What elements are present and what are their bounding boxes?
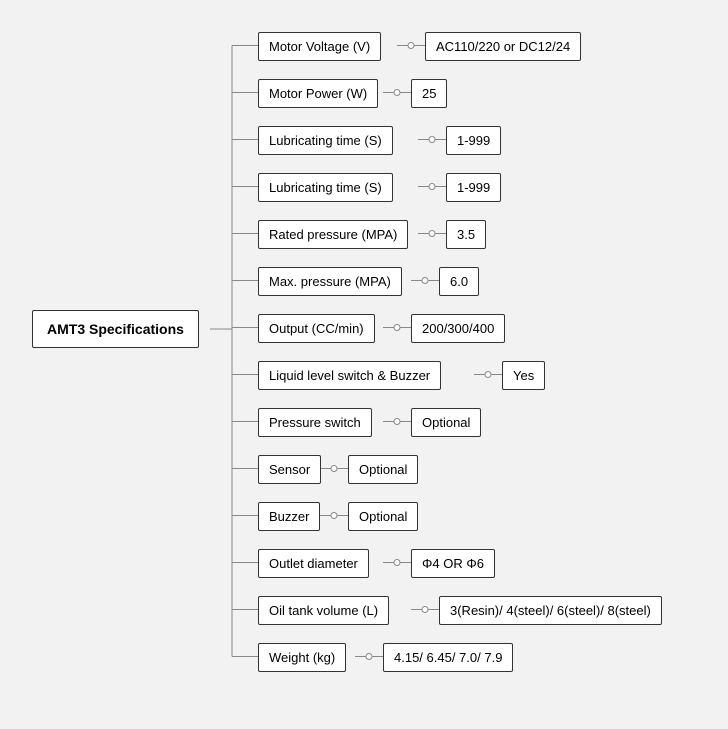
spec-value-4: 3.5 <box>446 220 486 249</box>
spec-label-13: Weight (kg) <box>258 643 346 672</box>
spec-label-6: Output (CC/min) <box>258 314 375 343</box>
spec-value-7: Yes <box>502 361 545 390</box>
spec-value-13: 4.15/ 6.45/ 7.0/ 7.9 <box>383 643 513 672</box>
spec-value-12: 3(Resin)/ 4(steel)/ 6(steel)/ 8(steel) <box>439 596 662 625</box>
spec-label-4: Rated pressure (MPA) <box>258 220 408 249</box>
spec-label-12: Oil tank volume (L) <box>258 596 389 625</box>
spec-label-9: Sensor <box>258 455 321 484</box>
spec-value-3: 1-999 <box>446 173 501 202</box>
spec-value-0: AC110/220 or DC12/24 <box>425 32 581 61</box>
spec-value-8: Optional <box>411 408 481 437</box>
root-node: AMT3 Specifications <box>32 310 199 348</box>
spec-value-5: 6.0 <box>439 267 479 296</box>
spec-label-8: Pressure switch <box>258 408 372 437</box>
spec-label-3: Lubricating time (S) <box>258 173 393 202</box>
spec-label-10: Buzzer <box>258 502 320 531</box>
spec-label-11: Outlet diameter <box>258 549 369 578</box>
spec-value-2: 1-999 <box>446 126 501 155</box>
spec-value-10: Optional <box>348 502 418 531</box>
spec-value-6: 200/300/400 <box>411 314 505 343</box>
spec-value-1: 25 <box>411 79 447 108</box>
spec-label-5: Max. pressure (MPA) <box>258 267 402 296</box>
spec-label-2: Lubricating time (S) <box>258 126 393 155</box>
spec-value-11: Φ4 OR Φ6 <box>411 549 495 578</box>
spec-value-9: Optional <box>348 455 418 484</box>
spec-label-0: Motor Voltage (V) <box>258 32 381 61</box>
spec-label-7: Liquid level switch & Buzzer <box>258 361 441 390</box>
spec-label-1: Motor Power (W) <box>258 79 378 108</box>
